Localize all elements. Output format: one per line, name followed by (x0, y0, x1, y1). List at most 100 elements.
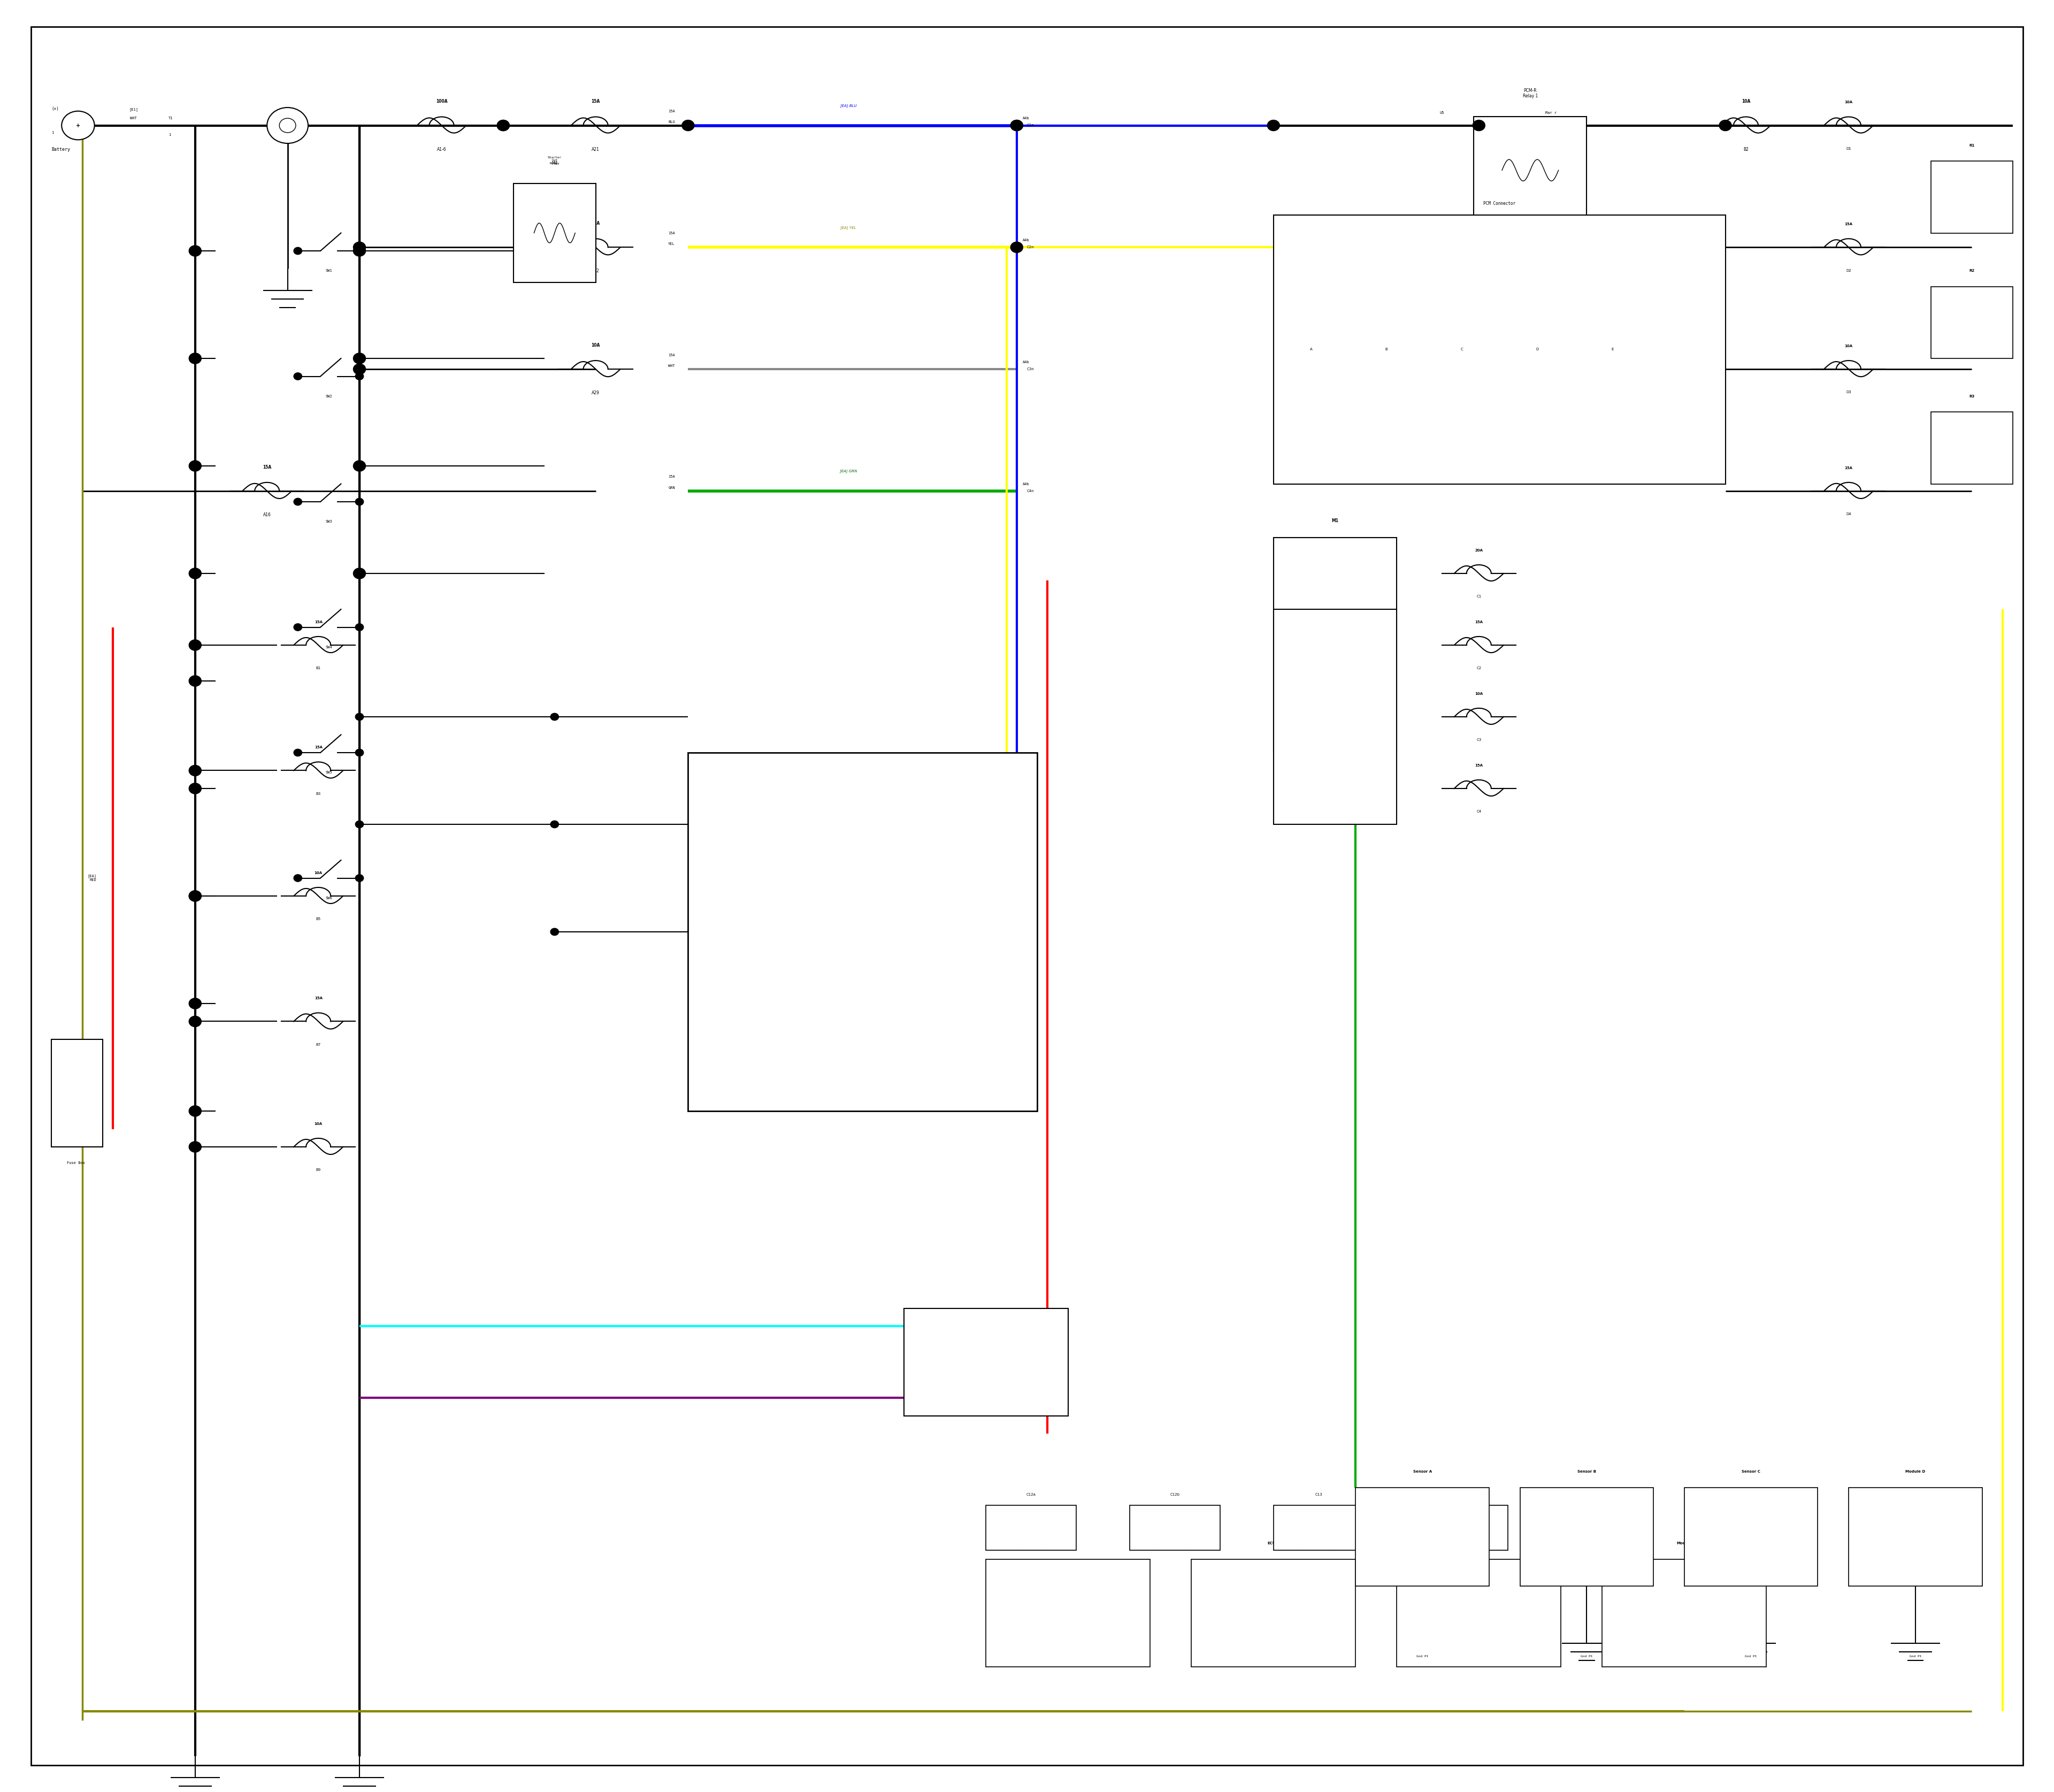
Circle shape (294, 874, 302, 882)
Text: 15A: 15A (1475, 620, 1483, 624)
Bar (1130, 1505, 1220, 1550)
Text: C13: C13 (1315, 1493, 1323, 1496)
Bar (1931, 161, 2013, 233)
Bar (1273, 538, 1397, 753)
Text: D4: D4 (1847, 513, 1851, 516)
Circle shape (353, 461, 366, 471)
Circle shape (294, 749, 302, 756)
Text: C15: C15 (1602, 1493, 1610, 1496)
Circle shape (189, 353, 201, 364)
Circle shape (189, 568, 201, 579)
Text: A4b: A4b (1023, 238, 1029, 242)
Text: SW3: SW3 (325, 520, 333, 523)
Text: R1: R1 (1970, 143, 1974, 147)
Text: +: + (76, 124, 80, 127)
Text: B7: B7 (316, 1043, 320, 1047)
Text: BLU: BLU (668, 120, 676, 124)
Text: 15A: 15A (668, 231, 676, 235)
Bar (1356, 1487, 1489, 1586)
Circle shape (189, 640, 201, 650)
Text: 1: 1 (168, 133, 170, 136)
Circle shape (189, 1142, 201, 1152)
Bar (1684, 1487, 1818, 1586)
Text: C1n: C1n (1027, 124, 1035, 127)
Circle shape (1011, 120, 1023, 131)
Circle shape (294, 498, 302, 505)
Text: Gnd Pt: Gnd Pt (1910, 1656, 1920, 1658)
Text: A4b: A4b (1023, 116, 1029, 120)
Circle shape (550, 928, 559, 935)
Text: D2: D2 (1847, 269, 1851, 272)
Circle shape (189, 891, 201, 901)
Text: 15A: 15A (668, 475, 676, 478)
Text: Sensor C: Sensor C (1742, 1469, 1760, 1473)
Circle shape (1719, 120, 1732, 131)
Circle shape (189, 676, 201, 686)
Text: C3: C3 (1477, 738, 1481, 742)
Text: 100A: 100A (435, 99, 448, 104)
Text: Module D: Module D (1906, 1469, 1925, 1473)
Text: 15A: 15A (314, 996, 322, 1000)
Text: ECU-1: ECU-1 (1062, 1541, 1074, 1545)
Text: 15A: 15A (592, 99, 600, 104)
Text: Sensor: Sensor (1471, 1541, 1487, 1545)
Text: 10A: 10A (314, 1122, 322, 1125)
Bar (1417, 1505, 1508, 1550)
Text: R3: R3 (1970, 394, 1974, 398)
Text: B9: B9 (316, 1168, 320, 1172)
Bar (1602, 1559, 1766, 1667)
Circle shape (550, 713, 559, 720)
Text: SW1: SW1 (325, 269, 333, 272)
Text: 1: 1 (51, 131, 53, 134)
Circle shape (355, 373, 364, 380)
Circle shape (294, 247, 302, 254)
Text: B3: B3 (316, 792, 320, 796)
Text: 15A: 15A (1475, 763, 1483, 767)
Circle shape (355, 713, 364, 720)
Text: D1: D1 (1847, 147, 1851, 151)
Text: A: A (1310, 348, 1313, 351)
Text: Battery: Battery (51, 147, 70, 152)
Circle shape (189, 1016, 201, 1027)
Text: B: B (1384, 348, 1389, 351)
Bar (1273, 1505, 1364, 1550)
Text: 15A: 15A (668, 109, 676, 113)
Circle shape (294, 373, 302, 380)
Text: C2: C2 (1477, 667, 1481, 670)
Circle shape (1267, 120, 1280, 131)
Text: YEL: YEL (668, 242, 676, 246)
Text: C4: C4 (1477, 810, 1481, 814)
Text: GRN: GRN (668, 486, 676, 489)
Text: C14: C14 (1458, 1493, 1467, 1496)
Text: C4n: C4n (1027, 489, 1035, 493)
Text: Sensor B: Sensor B (1577, 1469, 1596, 1473)
Bar (1849, 1487, 1982, 1586)
Circle shape (189, 765, 201, 776)
Circle shape (497, 120, 509, 131)
Text: 10A: 10A (1844, 100, 1853, 104)
Circle shape (355, 749, 364, 756)
Text: A21: A21 (592, 147, 600, 152)
Text: 15A: 15A (1844, 222, 1853, 226)
Text: 10A: 10A (1844, 344, 1853, 348)
Text: C3n: C3n (1027, 367, 1035, 371)
Bar (51, 1039, 103, 1147)
Text: A16: A16 (263, 513, 271, 518)
Bar (514, 185, 596, 281)
Circle shape (355, 247, 364, 254)
Text: C1: C1 (1477, 595, 1481, 599)
Bar (1191, 1559, 1356, 1667)
Text: A1-6: A1-6 (438, 147, 446, 152)
Text: M1: M1 (1331, 518, 1339, 523)
Text: C12a: C12a (1027, 1493, 1035, 1496)
Text: Fuse Box: Fuse Box (68, 1161, 84, 1165)
Text: T1: T1 (168, 116, 173, 120)
Circle shape (189, 461, 201, 471)
Circle shape (550, 821, 559, 828)
Text: C12b: C12b (1171, 1493, 1179, 1496)
Text: D: D (1536, 348, 1538, 351)
Bar (688, 753, 1037, 1111)
Bar (1273, 215, 1725, 484)
Text: M4: M4 (553, 161, 557, 167)
Circle shape (267, 108, 308, 143)
